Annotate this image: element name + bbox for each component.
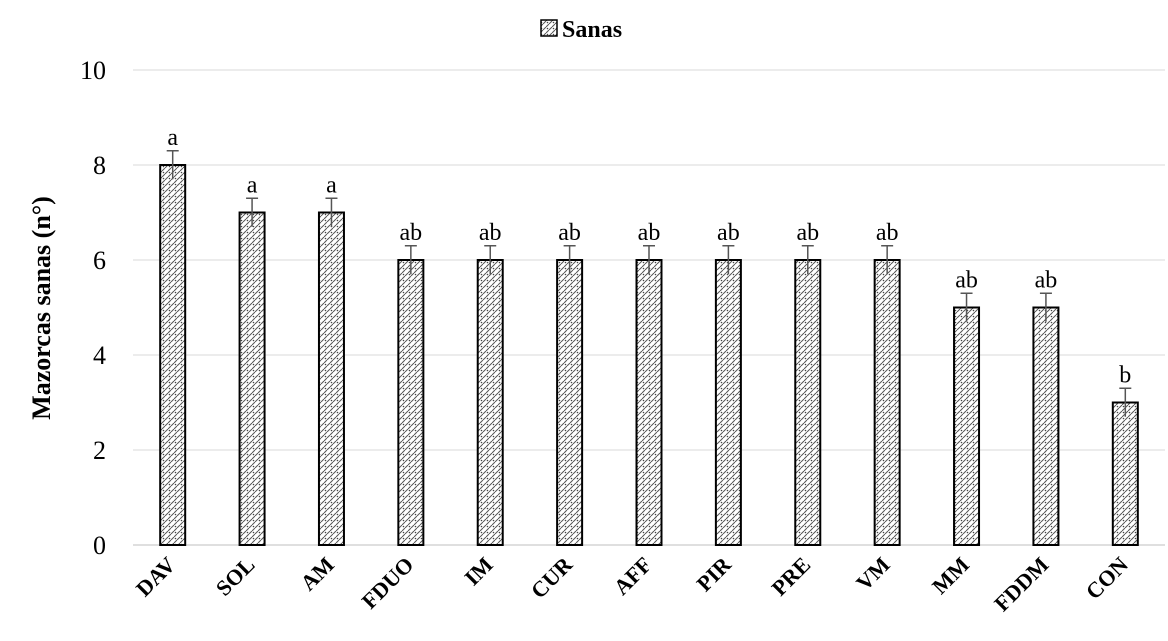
error-bar [166,150,179,180]
x-tick-label: VM [851,552,895,596]
error-bar [801,245,814,275]
x-tick-label: FDUO [357,552,419,614]
x-axis-ticks: DAV SOL AM FDUO IM CUR AFF PIR PRE VM MM FDDM CON [131,551,1133,616]
bar-dav [159,164,187,546]
significance-label: b [1119,362,1131,388]
x-tick-label: PRE [767,552,816,601]
legend-label: Sanas [562,17,622,43]
bar-con [1111,401,1139,546]
significance-label: ab [400,220,423,246]
x-tick-label: PIR [691,551,736,596]
legend: Sanas [540,17,622,43]
significance-label: a [326,172,337,198]
y-tick-label: 2 [93,436,106,465]
error-bar [1039,292,1052,322]
bar-aff [635,259,663,546]
error-bar [881,245,894,275]
y-axis-label: Mazorcas sanas (n°) [27,196,56,420]
error-bar [246,197,259,227]
bar-fddm [1032,306,1060,546]
x-tick-label: CON [1081,552,1133,604]
significance-labels: a a a ab ab ab ab ab ab ab ab ab b [167,125,1131,389]
legend-swatch [540,19,558,37]
x-tick-label: CUR [526,551,578,603]
significance-label: ab [796,220,819,246]
significance-label: ab [479,220,502,246]
significance-label: ab [717,220,740,246]
significance-label: ab [876,220,899,246]
bar-pir [714,259,742,546]
bar-sol [238,211,266,546]
error-bar [563,245,576,275]
error-bar [404,245,417,275]
y-tick-label: 0 [93,531,106,560]
significance-label: ab [955,267,978,293]
x-tick-label: SOL [211,552,260,601]
x-tick-label: AFF [609,552,657,600]
x-tick-label: AM [295,552,339,596]
bar-pre [794,259,822,546]
significance-label: ab [558,220,581,246]
bar-am [317,211,345,546]
x-tick-label: IM [459,552,498,591]
y-axis-ticks: 0 2 4 6 8 10 [80,56,106,560]
significance-label: ab [638,220,661,246]
bar-vm [873,259,901,546]
significance-label: ab [1035,267,1058,293]
error-bar [325,197,338,227]
significance-label: a [247,172,258,198]
bar-cur [556,259,584,546]
bar-fduo [397,259,425,546]
significance-label: a [167,125,178,151]
x-tick-label: MM [927,552,974,599]
error-bar [484,245,497,275]
bar-mm [953,306,981,546]
bar-im [476,259,504,546]
error-bar [722,245,735,275]
error-bar [643,245,655,275]
y-tick-label: 8 [93,151,106,180]
error-bars [166,150,1132,417]
error-bar [1119,387,1132,417]
x-tick-label: FDDM [989,552,1053,616]
error-bar [960,292,973,322]
y-tick-label: 4 [93,341,106,370]
y-tick-label: 10 [80,56,106,85]
x-tick-label: DAV [131,552,180,601]
y-tick-label: 6 [93,246,106,275]
